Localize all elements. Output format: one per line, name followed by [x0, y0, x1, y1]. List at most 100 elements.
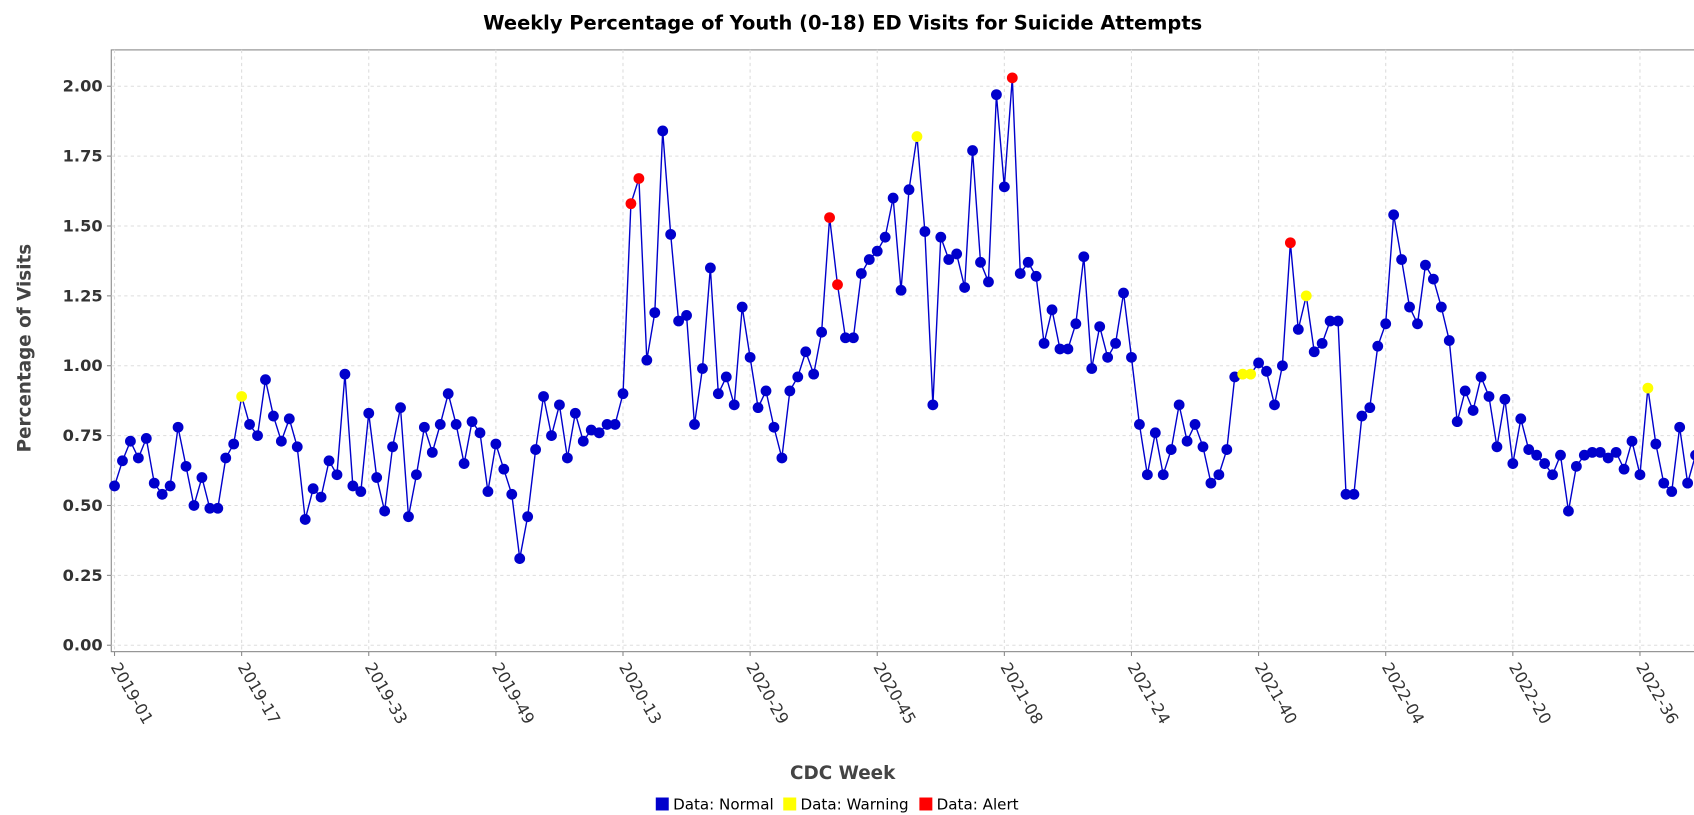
- data-point: [196, 472, 208, 483]
- data-point: [657, 125, 669, 137]
- data-point: [1149, 427, 1161, 439]
- data-point: [704, 262, 716, 274]
- data-point: [911, 131, 923, 142]
- data-point: [1118, 287, 1129, 299]
- data-point: [132, 452, 144, 464]
- data-point: [1563, 505, 1574, 517]
- data-point: [1388, 209, 1400, 221]
- data-point: [712, 388, 724, 400]
- data-point: [228, 438, 240, 450]
- data-point: [1197, 441, 1209, 453]
- data-point: [609, 419, 621, 430]
- data-point: [792, 371, 804, 383]
- data-point: [1674, 421, 1686, 433]
- data-point: [172, 421, 184, 433]
- data-point: [434, 419, 446, 430]
- data-point: [411, 469, 422, 481]
- data-point: [379, 505, 391, 517]
- data-point: [720, 371, 732, 383]
- plot-area: [110, 49, 1694, 653]
- data-point: [1102, 351, 1114, 363]
- data-point: [418, 421, 430, 433]
- data-point: [927, 399, 939, 411]
- data-point: [1443, 335, 1455, 346]
- data-point: [673, 315, 685, 327]
- data-point: [339, 368, 351, 380]
- data-point: [1515, 413, 1527, 425]
- data-point: [1292, 323, 1304, 335]
- data-point: [1316, 337, 1328, 349]
- data-point: [1690, 450, 1694, 461]
- data-point: [697, 363, 708, 374]
- data-point: [1348, 488, 1360, 500]
- data-point: [1205, 477, 1217, 489]
- data-point: [1078, 251, 1090, 263]
- data-point: [1626, 435, 1638, 447]
- data-point: [498, 463, 510, 475]
- data-point: [514, 553, 526, 564]
- data-point: [1475, 371, 1487, 383]
- data-point: [1245, 368, 1257, 380]
- legend-label: Data: Alert: [937, 795, 1019, 813]
- data-point: [593, 427, 605, 439]
- data-point: [474, 427, 486, 439]
- data-point: [601, 419, 613, 430]
- data-point: [1499, 393, 1511, 405]
- data-point: [212, 502, 224, 514]
- data-point: [1221, 444, 1233, 455]
- data-point: [1038, 337, 1050, 349]
- data-point: [1284, 237, 1296, 249]
- data-point: [1420, 259, 1431, 271]
- data-point: [760, 385, 772, 397]
- data-point: [275, 435, 287, 447]
- data-point: [538, 391, 549, 402]
- chart-title: Weekly Percentage of Youth (0-18) ED Vis…: [483, 11, 1202, 34]
- data-point: [1261, 365, 1272, 377]
- data-point: [1555, 449, 1566, 461]
- data-point: [1427, 273, 1439, 285]
- legend: Data: Normal Data: Warning Data: Alert: [655, 795, 1019, 813]
- data-point: [816, 326, 828, 338]
- y-tick-label: 1.00: [63, 356, 103, 375]
- data-point: [1412, 318, 1423, 330]
- data-point: [1666, 486, 1678, 497]
- data-point: [975, 256, 986, 268]
- data-point: [522, 511, 534, 523]
- data-point: [951, 248, 963, 260]
- y-tick-label: 1.25: [63, 286, 103, 305]
- data-point: [1157, 469, 1169, 481]
- data-point: [283, 413, 295, 425]
- data-point: [808, 368, 820, 380]
- y-tick-label: 2.00: [63, 77, 103, 96]
- data-point: [840, 332, 851, 344]
- y-tick-label: 1.75: [63, 147, 103, 166]
- legend-swatch: [919, 797, 933, 811]
- data-point: [991, 89, 1002, 101]
- data-point: [1507, 458, 1519, 469]
- data-point: [442, 388, 454, 400]
- data-point: [1491, 441, 1503, 453]
- data-point: [180, 460, 192, 472]
- data-point: [1189, 419, 1201, 430]
- data-point: [1165, 444, 1177, 455]
- data-point: [832, 279, 843, 291]
- data-point: [577, 435, 589, 447]
- data-point: [998, 181, 1010, 193]
- data-point: [268, 410, 279, 422]
- data-point: [1237, 368, 1249, 380]
- data-point: [1086, 363, 1098, 374]
- data-point: [506, 488, 518, 500]
- y-tick-label: 1.50: [63, 216, 103, 235]
- data-point: [617, 388, 629, 400]
- data-point: [1046, 304, 1058, 316]
- data-point: [665, 228, 677, 240]
- data-point: [1602, 452, 1614, 464]
- data-point: [156, 488, 168, 500]
- data-point: [140, 433, 152, 444]
- data-point: [681, 310, 692, 321]
- data-point: [554, 399, 565, 411]
- data-point: [1094, 321, 1106, 333]
- data-point: [323, 455, 335, 467]
- data-point: [260, 374, 271, 386]
- data-point: [1531, 449, 1543, 461]
